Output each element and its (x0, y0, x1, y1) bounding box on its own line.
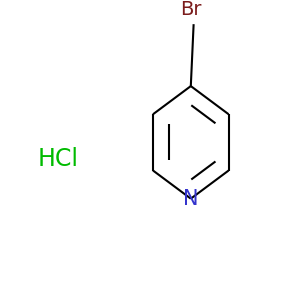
Text: N: N (183, 189, 199, 209)
Text: Br: Br (180, 0, 202, 19)
Text: HCl: HCl (38, 147, 78, 171)
